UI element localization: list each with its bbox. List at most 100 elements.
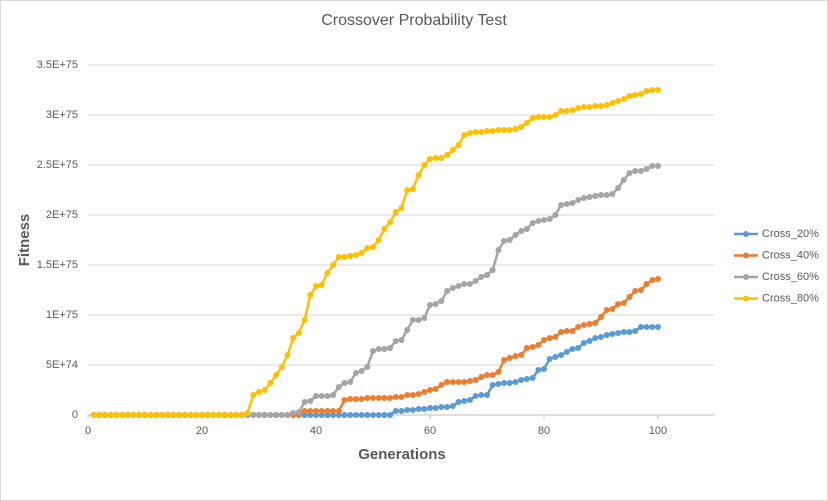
data-point	[375, 412, 382, 418]
data-point	[267, 380, 274, 386]
data-point	[501, 380, 508, 386]
data-point	[586, 321, 593, 327]
data-point	[529, 115, 536, 121]
legend-marker	[743, 231, 749, 237]
y-tick-label: 1.5E+75	[37, 259, 78, 271]
data-point	[313, 408, 319, 414]
data-point	[364, 245, 371, 251]
y-tick-label: 2E+75	[46, 209, 78, 221]
data-point	[615, 98, 622, 104]
y-tick-label: 3.5E+75	[37, 59, 78, 71]
data-point	[580, 322, 587, 328]
data-point	[415, 406, 422, 412]
data-point	[655, 87, 661, 93]
data-point	[421, 389, 428, 395]
data-point	[392, 394, 399, 400]
data-point	[523, 226, 530, 232]
data-point	[159, 412, 166, 418]
data-point	[455, 379, 462, 385]
data-point	[421, 315, 428, 321]
data-point	[546, 356, 553, 362]
data-point	[552, 212, 559, 218]
data-point	[427, 405, 433, 411]
legend-label: Cross_80%	[762, 292, 819, 304]
data-point	[307, 408, 314, 414]
data-point	[318, 393, 325, 399]
data-point	[170, 412, 177, 418]
data-point	[546, 216, 553, 222]
data-point	[352, 252, 359, 258]
data-point	[586, 194, 593, 200]
data-point	[598, 103, 604, 109]
data-point	[261, 387, 268, 393]
data-point	[273, 412, 280, 418]
data-point	[352, 412, 359, 418]
data-point	[290, 335, 297, 341]
data-point	[535, 114, 542, 120]
data-point	[409, 407, 416, 413]
data-point	[592, 320, 599, 326]
data-point	[284, 352, 291, 358]
data-point	[387, 412, 394, 418]
data-point	[495, 247, 502, 253]
data-point	[655, 276, 661, 282]
data-point	[427, 387, 433, 393]
data-point	[233, 412, 240, 418]
data-point	[438, 155, 445, 161]
data-point	[586, 104, 593, 110]
data-point	[643, 281, 650, 287]
data-point	[466, 378, 473, 384]
data-point	[541, 337, 547, 343]
data-point	[324, 393, 331, 399]
data-point	[466, 130, 473, 136]
data-point	[370, 412, 376, 418]
data-point	[592, 335, 599, 341]
data-point	[250, 412, 257, 418]
data-point	[643, 324, 650, 330]
data-point	[307, 398, 314, 404]
data-point	[318, 282, 325, 288]
data-point	[649, 163, 656, 169]
data-point	[518, 124, 525, 130]
data-point	[649, 277, 656, 283]
data-point	[455, 399, 462, 405]
data-point	[438, 298, 445, 304]
data-point	[375, 346, 382, 352]
data-point	[370, 395, 376, 401]
data-point	[478, 392, 485, 398]
data-point	[535, 342, 542, 348]
data-point	[518, 228, 525, 234]
data-point	[655, 324, 661, 330]
data-point	[204, 412, 211, 418]
data-point	[649, 87, 656, 93]
data-point	[398, 337, 405, 343]
data-point	[427, 156, 433, 162]
x-tick-label: 100	[649, 425, 667, 437]
data-point	[130, 412, 137, 418]
data-point	[626, 329, 633, 335]
data-point	[432, 405, 439, 411]
data-point	[392, 338, 399, 344]
data-point	[603, 332, 610, 338]
data-point	[404, 407, 411, 413]
data-point	[489, 372, 496, 378]
data-point	[546, 114, 553, 120]
data-point	[404, 327, 411, 333]
data-point	[592, 193, 599, 199]
data-point	[381, 395, 388, 401]
data-point	[603, 102, 610, 108]
data-point	[278, 364, 285, 370]
data-point	[558, 352, 565, 358]
data-point	[637, 168, 644, 174]
data-point	[398, 205, 405, 211]
y-tick-label: 1E+75	[46, 309, 78, 321]
legend-label: Cross_60%	[762, 271, 819, 283]
data-point	[352, 396, 359, 402]
data-point	[637, 287, 644, 293]
data-point	[506, 237, 513, 243]
data-point	[364, 395, 371, 401]
data-point	[484, 392, 490, 398]
data-point	[558, 329, 565, 335]
data-point	[592, 103, 599, 109]
data-point	[341, 397, 348, 403]
